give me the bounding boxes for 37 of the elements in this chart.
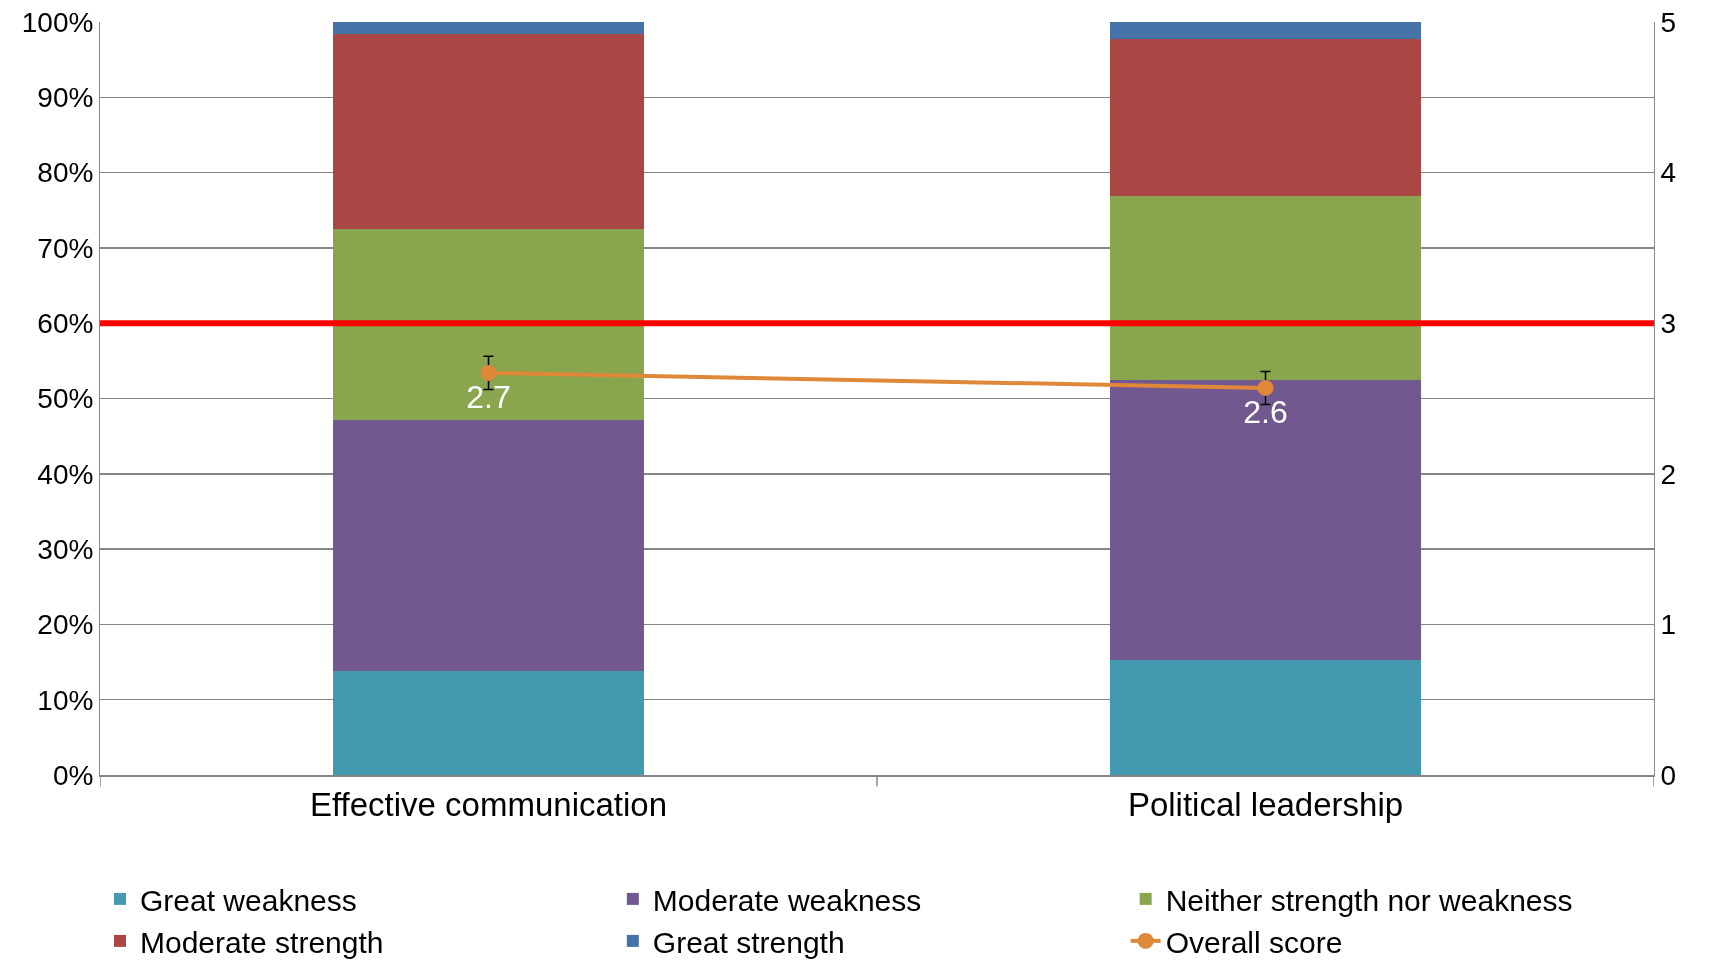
- y-tick-label: 70%: [37, 232, 94, 264]
- y-tick-label: 100%: [21, 6, 94, 38]
- y2-tick-label: 2: [1660, 458, 1677, 490]
- bar: [1110, 379, 1421, 660]
- legend-label: Great strength: [652, 925, 845, 959]
- legend-label: Overall score: [1165, 925, 1343, 959]
- y-tick-label: 10%: [37, 684, 94, 716]
- y2-tick-label: 3: [1660, 308, 1677, 339]
- x-tick-label: Political leadership: [1127, 786, 1404, 824]
- y2-tick-label: 4: [1660, 157, 1677, 189]
- y-tick-label: 90%: [37, 82, 94, 114]
- bar: [1110, 38, 1421, 196]
- legend-label: Moderate weakness: [652, 883, 922, 917]
- bar: [333, 671, 644, 775]
- data-label: 2.6: [1243, 393, 1288, 430]
- y-tick-label: 60%: [37, 308, 94, 339]
- y2-tick-label: 1: [1660, 609, 1677, 641]
- bar: [333, 229, 644, 421]
- x-tick-label: Effective communication: [309, 786, 668, 824]
- y-tick-label: 50%: [37, 383, 94, 415]
- y-tick-label: 40%: [37, 458, 94, 490]
- data-label: 2.7: [466, 378, 511, 415]
- bar: [1110, 195, 1421, 380]
- y-tick-label: 30%: [37, 533, 94, 565]
- legend-label: Moderate strength: [140, 925, 384, 959]
- legend-label: Great weakness: [140, 883, 357, 917]
- y-tick-label: 80%: [37, 157, 94, 189]
- bar: [333, 22, 644, 35]
- bar: [333, 420, 644, 672]
- bar: [333, 34, 644, 230]
- bar: [1110, 659, 1421, 775]
- y2-tick-label: 0: [1660, 759, 1677, 791]
- y-tick-label: 20%: [37, 609, 94, 641]
- bar: [1110, 22, 1421, 39]
- legend-label: Neither strength nor weakness: [1165, 883, 1573, 917]
- y2-tick-label: 5: [1660, 6, 1677, 38]
- y-tick-label: 0%: [52, 759, 94, 791]
